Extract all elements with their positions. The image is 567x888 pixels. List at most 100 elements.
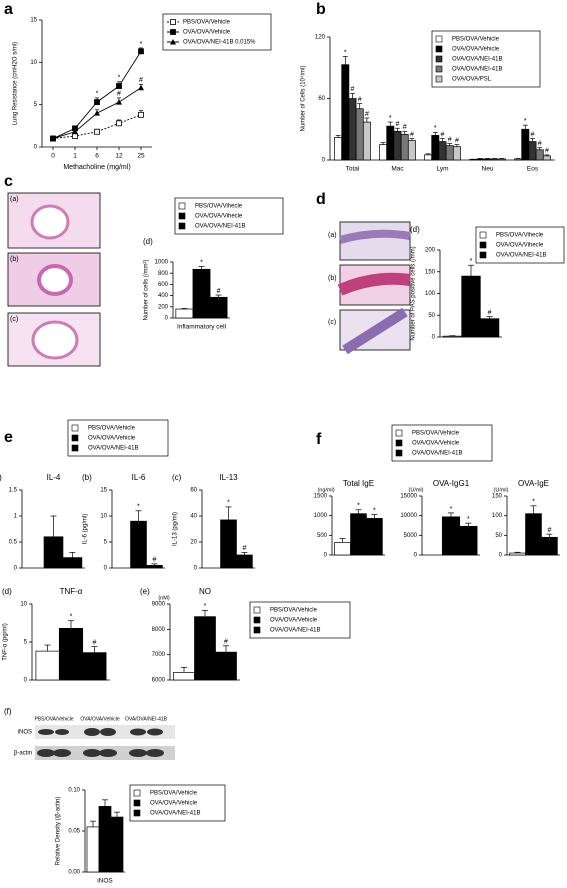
legend-label: OVA/OVA/NEI-41B (195, 224, 245, 230)
legend: PBS/OVA/Vehicle OVA/OVA/Vehicle OVA/OVA/NE… (67, 419, 169, 457)
legend-swatch (253, 606, 261, 614)
y-tick-label: 60 (318, 96, 325, 102)
y-tick-label: 150 (492, 494, 503, 500)
y-tick-label: 0 (322, 158, 326, 164)
y-tick-label: 10 (30, 60, 37, 66)
error-bar (68, 620, 74, 629)
significance-mark: * (140, 41, 143, 48)
bar (215, 651, 237, 681)
chart-title: TNF-α (60, 587, 83, 596)
y-tick-label: 0 (104, 566, 108, 572)
y-tick-label: 9000 (152, 602, 166, 608)
y-tick-label: 500 (317, 533, 328, 539)
error-bar (499, 158, 505, 159)
bar (541, 536, 558, 556)
significance-mark: # (488, 309, 492, 316)
legend-swatch (133, 799, 141, 807)
y-tick-label: 0 (14, 566, 18, 572)
y-tick-label: 0.00 (68, 870, 80, 876)
error-bar (342, 56, 348, 65)
chart: 6000 7000 8000 9000 NO (nM) (e) * # PBS/OVA/Vehic… (140, 587, 351, 684)
legend-label: PBS/OVA/Vehicle (452, 37, 500, 43)
significance-mark: * (470, 258, 473, 265)
bar (483, 158, 492, 161)
significance-mark: * (467, 516, 470, 523)
bar (521, 128, 530, 161)
y-axis-label: Lung Resistance (cmH2O s/ml) (13, 42, 19, 125)
y-axis-label: Number of PAS positive cells (/mm) (411, 246, 417, 340)
y-tick-label: 400 (158, 293, 169, 299)
chart-title: IL-4 (47, 473, 61, 482)
bar (334, 542, 351, 556)
legend-label: PBS/OVA/Vihecle (195, 204, 243, 210)
bar (452, 146, 461, 161)
y-tick-label: 800 (158, 271, 169, 277)
legend-box (129, 784, 226, 822)
chart-title: NO (199, 587, 211, 596)
point (116, 120, 122, 127)
legend-box (391, 424, 493, 462)
y-tick-label: 20 (190, 540, 197, 546)
error-bar (468, 264, 474, 277)
panel-letter: e (4, 429, 13, 446)
bar (173, 672, 195, 681)
legend-label: OVA/OVA/Vihecle (496, 243, 544, 249)
significance-mark: * (70, 614, 73, 621)
bar (461, 275, 481, 338)
y-tick-label: 50 (428, 313, 435, 319)
error-bar (181, 308, 188, 310)
chart-title: OVA-IgG1 (433, 479, 470, 488)
y-tick-label: 1500 (314, 494, 328, 500)
legend-label: OVA/OVA/Vehicle (88, 436, 136, 442)
legend-swatch (479, 251, 487, 259)
legend-box (174, 197, 284, 235)
error-bar (530, 505, 537, 514)
y-tick-label: 5000 (404, 533, 418, 539)
bar (497, 158, 506, 161)
legend: PBS/OVA/Vehicle OVA/OVA/Vehicle OVA/OVA/NE… (249, 601, 351, 639)
bar (535, 149, 544, 161)
significance-mark: # (547, 527, 551, 534)
significance-mark: # (545, 148, 549, 155)
error-bar (515, 158, 521, 159)
bar (393, 130, 402, 161)
legend-marker (170, 39, 176, 45)
lane-label: OVA/OVA/NEI-41B (125, 716, 168, 722)
error-bar (350, 93, 355, 99)
bar (514, 158, 523, 161)
legend-swatch (178, 202, 186, 210)
y-tick-label: 60 (190, 488, 197, 494)
legend-swatch (395, 449, 403, 457)
point (94, 128, 100, 135)
legend-swatch (435, 55, 443, 63)
legend: PBS/OVA/Vehicle OVA/OVA/Vehicle OVA/OVA/NE… (431, 30, 541, 88)
y-tick-label: 0 (432, 335, 436, 341)
legend-box (67, 419, 169, 457)
bar (445, 145, 454, 161)
error-bar (448, 512, 454, 517)
bar (194, 616, 216, 681)
significance-mark: # (455, 137, 459, 144)
significance-mark: # (396, 121, 400, 128)
legend: PBS/OVA/Vehicle OVA/OVA/Vehicle OVA/OVA/NE… (391, 424, 493, 462)
legend-swatch (178, 222, 186, 230)
x-tick-label: Neu (482, 166, 494, 173)
bar (86, 826, 100, 873)
legend-label: OVA/OVA/NEI-41B (496, 253, 546, 259)
legend-label: PBS/OVA/Vihecle (496, 233, 544, 239)
error-bar (225, 506, 232, 520)
y-tick-label: 0 (324, 553, 328, 559)
significance-mark: # (242, 545, 246, 552)
y-tick-label: 1.5 (9, 488, 18, 494)
significance-mark: * (118, 75, 121, 82)
error-bar (364, 117, 370, 123)
chart: 0.00 0.05 0.10 Relative Density (/β-actin) i… (56, 784, 226, 885)
panel-label: (a) (0, 473, 2, 482)
bar (509, 552, 526, 556)
bar (525, 513, 542, 556)
significance-mark: # (358, 96, 362, 103)
error-bar (402, 130, 408, 135)
significance-mark: # (448, 136, 452, 143)
lane-label: PBS/OVA/Vehicle (34, 716, 73, 722)
